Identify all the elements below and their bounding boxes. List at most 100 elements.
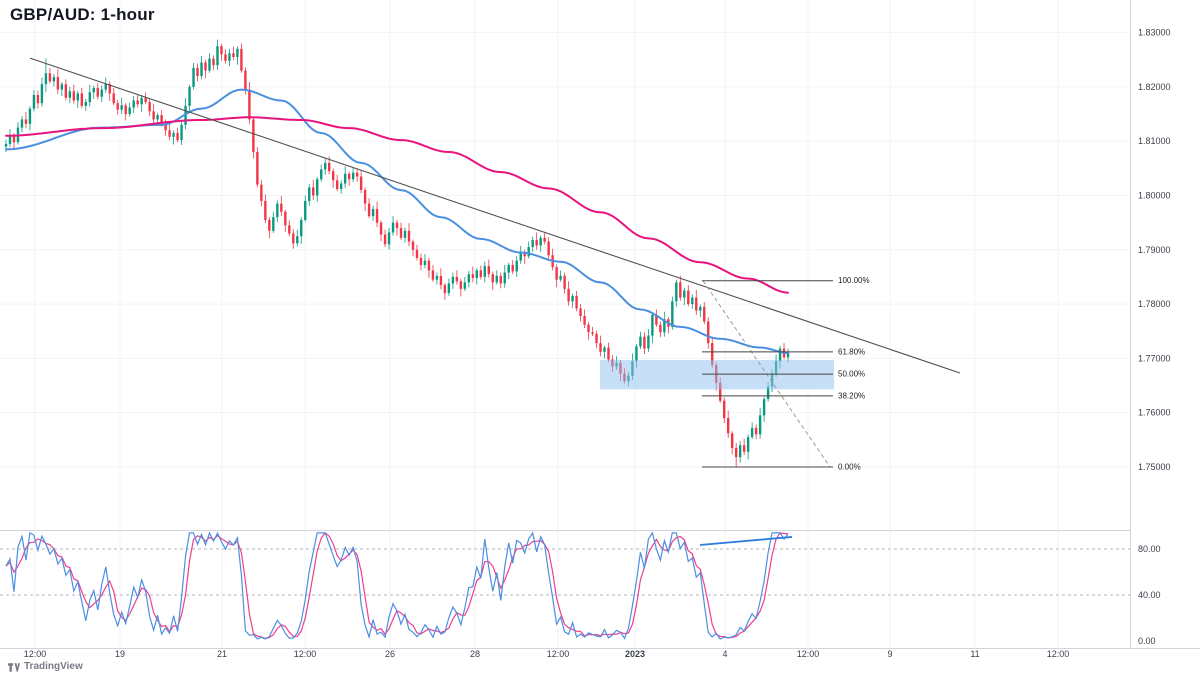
candle-body xyxy=(224,54,227,61)
candle-body xyxy=(375,209,379,223)
candle-body xyxy=(148,102,151,112)
candle-body xyxy=(655,314,658,325)
oscillator-trendline[interactable] xyxy=(699,536,793,546)
time-axis-label[interactable]: 12:00 xyxy=(24,649,47,659)
candle-body xyxy=(699,306,702,311)
candle-body xyxy=(563,275,566,289)
price-axis-label[interactable]: 1.83000 xyxy=(1138,28,1171,38)
candle-body xyxy=(280,203,283,212)
candle-body xyxy=(711,343,714,365)
candle-body xyxy=(587,324,590,333)
candle-body xyxy=(296,236,299,244)
price-axis-label[interactable]: 1.75000 xyxy=(1138,462,1171,472)
time-axis-label[interactable]: 19 xyxy=(115,649,125,659)
candle-body xyxy=(212,58,215,66)
candle-body xyxy=(583,316,586,325)
candle-body xyxy=(260,184,263,201)
drawings-zone[interactable] xyxy=(600,360,834,390)
price-axis-label[interactable]: 1.79000 xyxy=(1138,245,1171,255)
candle-body xyxy=(455,276,459,282)
candle-body xyxy=(12,135,16,143)
axes[interactable]: 1.83000 1.82000 1.81000 1.80000 1.79000 1.780… xyxy=(0,0,1200,659)
price-axis-label[interactable]: 1.77000 xyxy=(1138,353,1171,363)
candle-body xyxy=(595,333,598,344)
time-axis-label[interactable]: 21 xyxy=(217,649,227,659)
candle-body xyxy=(487,266,490,275)
tradingview-attribution[interactable]: TradingView xyxy=(8,661,83,673)
candle-body xyxy=(762,399,766,416)
time-axis-label[interactable]: 4 xyxy=(722,649,727,659)
candle-body xyxy=(703,306,706,322)
candle-body xyxy=(168,130,171,137)
time-axis-label[interactable]: 12:00 xyxy=(1047,649,1070,659)
candle-body xyxy=(140,97,143,105)
candle-body xyxy=(407,230,411,242)
candle-body xyxy=(120,105,123,110)
candle-body xyxy=(459,281,463,289)
candle-body xyxy=(104,84,107,90)
price-axis-label[interactable]: 1.76000 xyxy=(1138,408,1171,418)
time-axis-label[interactable]: 11 xyxy=(970,649,979,659)
candle-body xyxy=(543,237,546,242)
time-axis-label[interactable]: 2023 xyxy=(625,649,645,659)
pink-ma-line xyxy=(5,116,789,294)
candle-body xyxy=(248,89,251,120)
oscillator-axis-label[interactable]: 0.00 xyxy=(1138,636,1156,646)
candle-body xyxy=(383,234,387,245)
candle-body xyxy=(527,247,530,257)
candle-body xyxy=(503,272,506,284)
time-axis-label[interactable]: 28 xyxy=(470,649,480,659)
candle-body xyxy=(547,241,550,256)
candle-body xyxy=(395,222,399,229)
candle-body xyxy=(192,67,195,87)
candle-body xyxy=(268,219,271,231)
candle-body xyxy=(766,386,770,400)
candle-body xyxy=(339,183,343,189)
price-axis-label[interactable]: 1.81000 xyxy=(1138,136,1171,146)
candle-body xyxy=(100,89,103,97)
candle-body xyxy=(603,347,606,352)
candle-body xyxy=(483,266,486,277)
time-axis-label[interactable]: 12:00 xyxy=(294,649,317,659)
candle-body xyxy=(726,418,730,434)
descending-trendline[interactable] xyxy=(29,57,961,374)
candle-body xyxy=(116,103,119,110)
candle-body xyxy=(300,219,303,237)
candle-body xyxy=(68,91,72,98)
price-axis-label[interactable]: 1.78000 xyxy=(1138,299,1171,309)
time-axis-label[interactable]: 12:00 xyxy=(797,649,820,659)
candle-body xyxy=(172,133,175,137)
candle-body xyxy=(439,275,443,286)
candle-body xyxy=(48,73,52,82)
candle-body xyxy=(451,276,455,284)
candle-body xyxy=(351,172,355,180)
candle-body xyxy=(343,173,347,184)
candle-body xyxy=(164,123,167,131)
oscillator-axis-label[interactable]: 40.00 xyxy=(1138,590,1161,600)
candle-body xyxy=(272,217,275,231)
time-axis-label[interactable]: 9 xyxy=(887,649,892,659)
time-axis-label[interactable]: 26 xyxy=(385,649,395,659)
price-axis-label[interactable]: 1.82000 xyxy=(1138,82,1171,92)
candle-body xyxy=(80,93,84,106)
candle-body xyxy=(423,260,427,265)
candle-body xyxy=(312,187,315,196)
candle-body xyxy=(651,314,654,336)
candle-body xyxy=(32,95,36,109)
time-axis-label[interactable]: 12:00 xyxy=(547,649,570,659)
candle-body xyxy=(76,93,80,101)
price-axis-label[interactable]: 1.80000 xyxy=(1138,190,1171,200)
drawings[interactable]: 100.00% 61.80% 50.00% 38.20% 0.00% xyxy=(29,57,961,471)
candle-body xyxy=(208,58,211,71)
candle-body xyxy=(599,343,602,352)
oscillator-axis-label[interactable]: 80.00 xyxy=(1138,544,1161,554)
candle-body xyxy=(204,62,207,71)
fib-level-label: 50.00% xyxy=(838,370,865,379)
candle-body xyxy=(463,282,467,289)
candle-body xyxy=(284,211,287,226)
support-zone-rectangle[interactable] xyxy=(600,360,834,390)
candle-body xyxy=(367,203,371,217)
candle-body xyxy=(719,382,722,401)
